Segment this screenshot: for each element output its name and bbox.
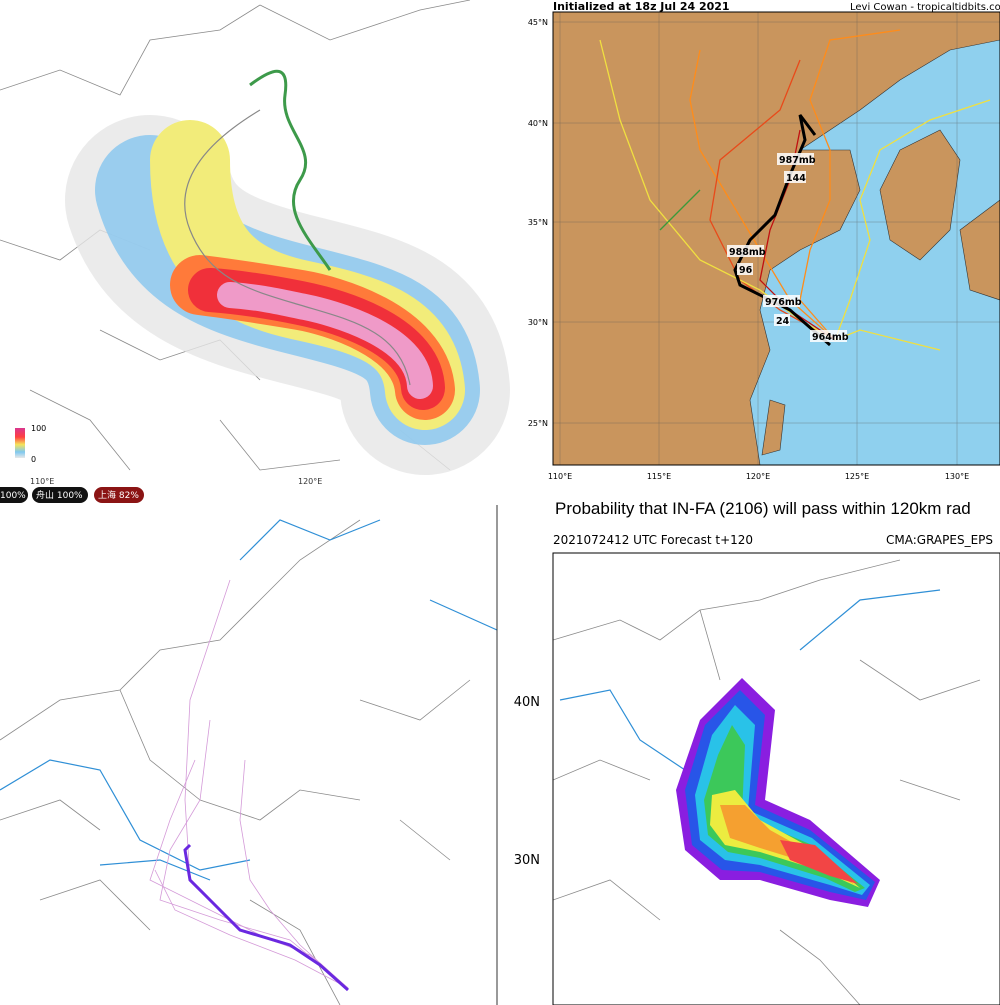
prob-40	[704, 725, 865, 892]
badge	[0, 487, 28, 503]
label-bg	[774, 314, 790, 326]
province-borders	[553, 559, 981, 1005]
province-borders	[0, 519, 471, 1005]
track-label: 144	[786, 173, 806, 184]
track-label: 964mb	[812, 332, 849, 343]
model-name: CMA:GRAPES_EPS	[886, 533, 993, 547]
colorbar-max: 100	[31, 424, 46, 433]
panel-subtitle: 2021072412 UTC Forecast t+120	[553, 533, 753, 547]
rivers	[0, 519, 497, 881]
credit: Levi Cowan - tropicaltidbits.com	[850, 2, 1000, 13]
mean-track	[184, 109, 411, 386]
lon-label: 125°E	[845, 472, 869, 481]
lon-label: 110°E	[30, 477, 54, 486]
badge	[32, 487, 88, 503]
panel-title: Initialized at 18z Jul 24 2021	[553, 0, 730, 13]
panel-bg	[0, 505, 497, 1005]
members-panel	[0, 505, 497, 1005]
track-label: 976mb	[765, 297, 802, 308]
badge-text: 上海 82%	[98, 489, 139, 501]
member-track	[709, 59, 836, 341]
lat-label: 45°N	[528, 18, 548, 27]
label-bg	[763, 295, 800, 307]
lon-axis: 110°E 115°E 120°E 125°E 130°E	[548, 472, 969, 481]
probability-map	[553, 553, 1000, 1005]
track-label: 24	[776, 316, 790, 327]
track-map: 987mb 144 988mb 96 976mb 24 964mb	[553, 12, 1000, 465]
member-track	[799, 29, 901, 341]
member-track	[834, 329, 941, 351]
lat-label: 35°N	[528, 218, 548, 227]
track-label: 988mb	[729, 247, 766, 258]
lat-axis: 45°N 40°N 35°N 30°N 25°N	[528, 18, 548, 428]
lat-label: 30°N	[528, 318, 548, 327]
coastline-green	[249, 69, 332, 271]
swath-panel: 100 0 110°E 120°E 100% 舟山 100% 上海 82%	[0, 0, 515, 505]
colorbar-min: 0	[31, 455, 36, 464]
taiwan	[761, 399, 786, 456]
mean-track	[183, 843, 349, 992]
track-label: 987mb	[779, 155, 816, 166]
lat-label: 40°N	[528, 119, 548, 128]
lat-label: 25°N	[528, 419, 548, 428]
track-label: 96	[739, 265, 753, 276]
member-track	[659, 189, 701, 231]
japan	[959, 199, 1000, 301]
land	[553, 12, 1000, 465]
lat-label: 30N	[514, 853, 540, 868]
label-bg	[784, 171, 806, 183]
track-labels: 987mb 144 988mb 96 976mb 24 964mb	[727, 153, 849, 343]
korea	[879, 129, 961, 261]
lon-label: 110°E	[548, 472, 572, 481]
rivers	[559, 589, 941, 781]
badge-text: 舟山 100%	[36, 489, 83, 501]
colorbar	[15, 428, 25, 458]
member-track	[834, 99, 991, 341]
panel-title: Probability that IN-FA (2106) will pass …	[555, 499, 971, 518]
badge-text: 100%	[0, 491, 26, 501]
label-bg	[737, 263, 753, 275]
lon-label: 120°E	[298, 477, 322, 486]
label-bg	[810, 330, 847, 342]
badge	[94, 487, 144, 503]
panel-bg	[553, 553, 1000, 1005]
prob-90	[780, 840, 858, 884]
lon-label: 115°E	[647, 472, 671, 481]
label-bg	[777, 153, 814, 165]
lon-label: 120°E	[746, 472, 770, 481]
label-bg	[727, 245, 764, 257]
lat-label: 40N	[514, 695, 540, 710]
map-frame	[552, 11, 1000, 466]
lon-label: 130°E	[945, 472, 969, 481]
map-frame	[552, 552, 1000, 1005]
